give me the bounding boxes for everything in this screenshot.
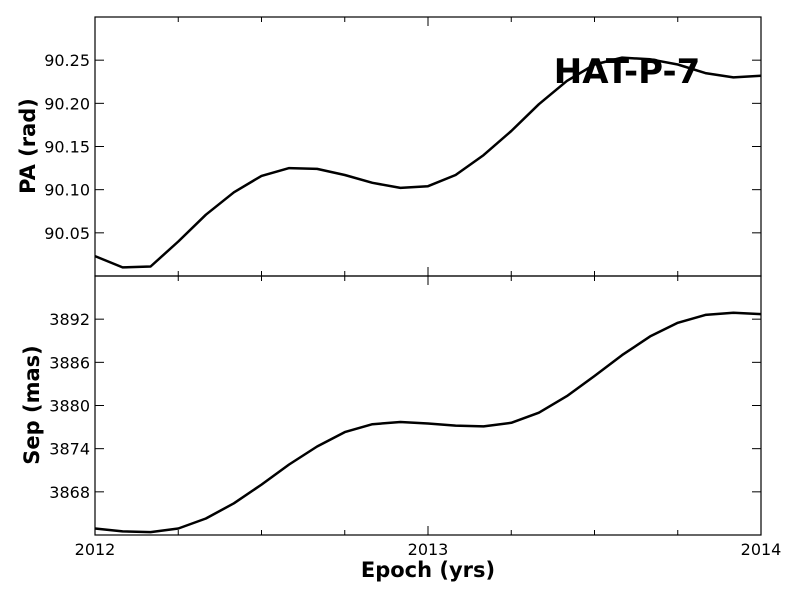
x-tick-label: 2013	[408, 540, 449, 559]
top-y-axis-title: PA (rad)	[16, 98, 40, 194]
y-tick-label: 3874	[49, 440, 90, 459]
x-tick-label: 2014	[741, 540, 782, 559]
y-tick-label: 90.05	[44, 224, 90, 243]
y-tick-label: 3868	[49, 483, 90, 502]
y-tick-label: 90.25	[44, 51, 90, 70]
chart-annotation: HAT-P-7	[554, 52, 701, 92]
bottom-panel-frame	[94, 275, 762, 536]
data-line	[94, 56, 762, 269]
x-tick-label: 2012	[75, 540, 116, 559]
y-tick-label: 90.15	[44, 138, 90, 157]
x-axis-title: Epoch (yrs)	[361, 558, 495, 582]
bottom-y-axis-title: Sep (mas)	[20, 345, 44, 464]
bottom-panel: 3868 3874 3880 3886 3892 2012 2013 2014	[49, 275, 782, 559]
y-tick-label: 3886	[49, 353, 90, 372]
y-tick-label: 90.10	[44, 181, 90, 200]
y-tick-label: 3880	[49, 397, 90, 416]
y-tick-label: 90.20	[44, 94, 90, 113]
y-tick-label: 3892	[49, 310, 90, 329]
data-line	[94, 311, 762, 534]
